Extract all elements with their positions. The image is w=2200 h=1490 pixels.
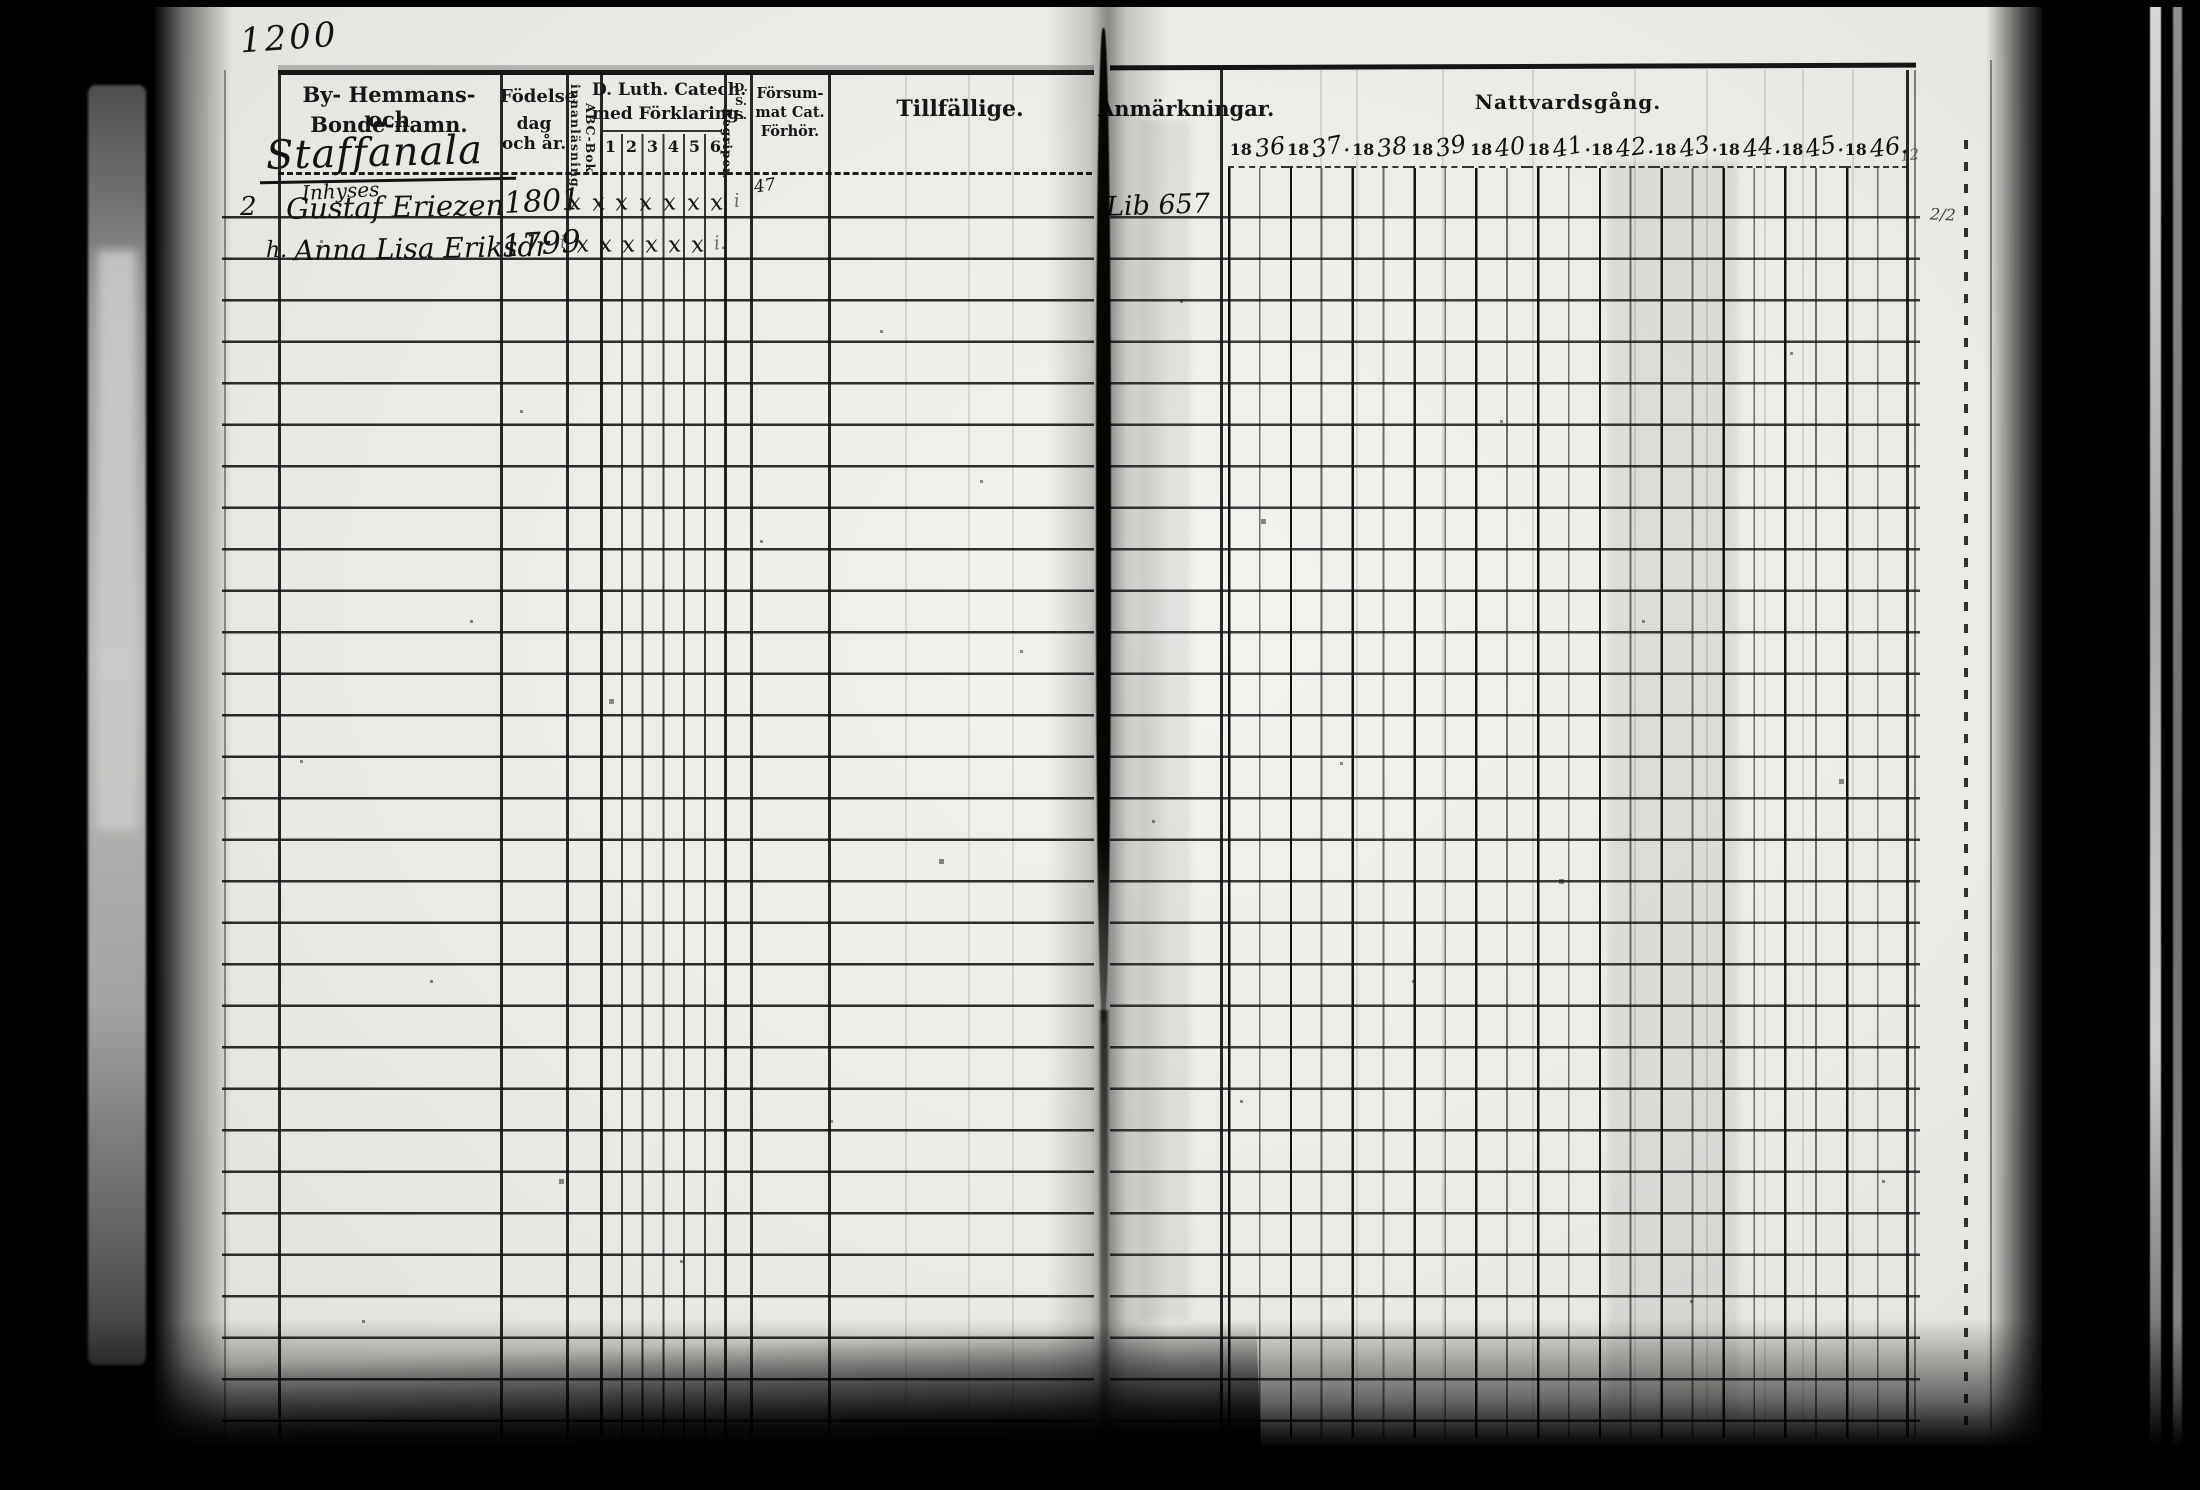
handwritten-margin-note: 2/2 [1929,204,1957,225]
year-cell: 18 39 [1409,129,1469,168]
film-edge-strip-right [2173,0,2182,1490]
grade-mark: x [661,189,678,217]
grade-mark: x [566,189,583,217]
year-prefix: 18 [1286,139,1310,159]
header-communion-column: Nattvardsgång. [1474,90,1662,114]
year-handwritten: 41. [1549,128,1593,164]
missed-line1: Försum- [756,85,824,102]
catechism-header-underline [602,130,722,132]
catechism-grade-numbers: 1 2 3 4 5 6 [600,137,726,156]
grade-mark: x [597,231,614,259]
book-gutter-fold-line-lower [1100,1010,1108,1440]
left-page-edge-shadow [148,0,232,1490]
grade-number: 1 [604,137,617,156]
grade-number: 6 [709,137,722,156]
row-prefix: h. [266,238,288,263]
grade-mark: i. [712,231,727,255]
grade-mark: x [685,189,701,217]
film-border-bottom [0,1448,2200,1490]
header-abc-reading-column: ABC-Bok [583,102,598,174]
year-prefix: 18 [1352,139,1375,159]
grade-number: 5 [688,137,701,156]
year-cell: 18 45. [1781,128,1847,168]
book-gutter-fold-line [1096,28,1111,1023]
grade-mark: x [708,189,725,217]
row-number: 2 [240,192,257,222]
year-handwritten: 45. [1803,128,1847,164]
right-page-edge-shadow [1986,0,2046,1490]
year-handwritten: 40 [1493,131,1528,163]
year-prefix: 18 [1469,139,1493,159]
handwritten-village-name: Staffanala [265,127,484,179]
year-handwritten: 38 [1375,131,1410,163]
left-table-top-border [278,70,1094,75]
header-birth-column-line1: Födelse [500,86,577,107]
film-edge-strip-right [2150,0,2161,1490]
year-prefix: 18 [1527,139,1550,159]
communion-year-header-row: 18 36 18 37. 18 38 18 39 18 40 18 41. 18 42. 18… [1228,128,1909,168]
page-edge-stitch-marks [1964,140,1968,1430]
grade-number: 4 [667,137,680,156]
grade-mark: x [666,231,683,259]
header-name-column-line2: Bonde-namn. [310,112,468,137]
grade-mark: i [558,231,567,254]
header-begriper-column: Begriper. [720,108,734,180]
year-cell: 18 42. [1590,130,1656,168]
year-prefix: 18 [1590,139,1614,159]
missed-line2: mat Cat. [755,104,825,121]
right-table-row-rules [1110,177,1920,1445]
header-birth-column-line2: dag och år. [501,114,567,154]
header-dss-column: D. S. S. [734,80,748,122]
grade-number: 3 [646,137,659,156]
year-handwritten: 43. [1676,128,1720,164]
header-abc-reading-column: innanläsning. [568,84,583,194]
year-cell: 18 43. [1654,128,1720,168]
year-prefix: 18 [1410,139,1434,159]
handwritten-grade-marks-row1: x x x x x x x i [566,189,741,217]
missed-line3: Förhör. [760,123,820,140]
year-cell: 18 41. [1527,128,1593,168]
header-catechism-column-line1: D. Luth. Catech. [592,80,747,100]
handwritten-missed-note: 47 [752,174,778,198]
handwritten-grade-marks-row2: i x x x x x x i. [558,231,727,259]
header-occasional-column: Tillfällige. [896,96,1024,122]
year-cell: 18 46. [1844,131,1909,168]
handwritten-person-name: Gustaf Eriezen [285,188,505,226]
grade-mark: x [689,231,706,259]
left-table-row-rules [222,177,1094,1445]
handwritten-page-number: 1200 [238,14,340,62]
grade-mark: x [574,231,591,259]
film-border-top [0,0,2200,7]
year-handwritten: 36 [1253,131,1287,163]
year-prefix: 18 [1654,139,1677,159]
year-prefix: 18 [1844,139,1867,159]
grade-mark: x [590,189,607,217]
year-prefix: 18 [1717,139,1740,159]
year-cell: 18 36 [1228,131,1287,168]
grade-mark: x [643,231,660,259]
year-handwritten: 44. [1741,130,1783,164]
header-catechism-column-line2: med Förklaring. [592,104,745,124]
year-prefix: 18 [1229,139,1252,159]
grade-number: 2 [625,137,638,156]
grade-mark: x [637,189,654,217]
header-missed-exam-column: Försum- mat Cat. Förhör. [752,84,828,141]
year-handwritten: 42. [1614,130,1656,164]
year-cell: 18 44. [1717,130,1783,168]
year-prefix: 18 [1781,139,1804,159]
film-edge-highlight-left [97,250,137,830]
year-cell: 18 40 [1468,131,1528,168]
year-handwritten: 37. [1309,128,1353,164]
header-name-column-line1: By- Hemmans- och [302,82,476,132]
grade-mark: x [614,189,630,217]
grade-mark: x [620,231,637,259]
handwritten-margin-note: 12 [1899,145,1920,165]
year-handwritten: 39 [1433,129,1469,163]
year-cell: 18 37. [1286,128,1353,168]
year-cell: 18 38 [1350,131,1410,168]
